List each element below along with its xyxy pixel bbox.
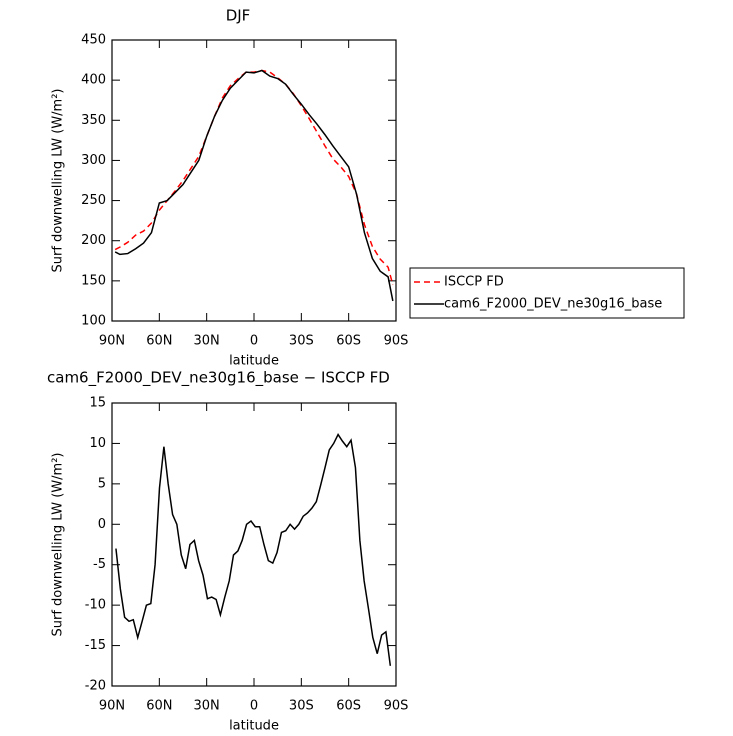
x-tick-label: 30N	[194, 699, 220, 714]
y-tick-label: 400	[81, 73, 106, 88]
y-tick-label: 15	[89, 396, 106, 411]
y-axis-label: Surf downwelling LW (W/m²)	[51, 89, 66, 273]
y-tick-label: 300	[81, 153, 106, 168]
plot-frame	[111, 39, 397, 322]
x-tick-label: 60N	[146, 699, 172, 714]
chart-title: cam6_F2000_DEV_ne30g16_base − ISCCP FD	[47, 369, 390, 388]
x-tick-label: 90S	[384, 699, 409, 714]
x-tick-label: 60S	[336, 334, 361, 349]
y-tick-label: 200	[81, 233, 106, 248]
y-tick-label: 250	[81, 193, 106, 208]
x-tick-label: 90N	[99, 334, 125, 349]
x-axis-label: latitude	[229, 719, 279, 734]
x-tick-label: 90S	[384, 334, 409, 349]
y-tick-label: 100	[81, 314, 106, 329]
y-tick-label: 150	[81, 273, 106, 288]
y-tick-label: -20	[85, 679, 106, 694]
x-tick-label: 60S	[336, 699, 361, 714]
y-tick-label: -5	[93, 557, 106, 572]
data-line	[114, 69, 394, 302]
plot-frame	[111, 402, 397, 687]
x-tick-label: 90N	[99, 699, 125, 714]
chart-title: DJF	[226, 7, 251, 25]
y-axis-label: Surf downwelling LW (W/m²)	[51, 453, 66, 637]
legend-label: cam6_F2000_DEV_ne30g16_base	[444, 297, 662, 312]
x-tick-label: 30N	[194, 334, 220, 349]
y-tick-label: -10	[85, 598, 106, 613]
data-line	[115, 433, 392, 666]
x-tick-label: 0	[250, 334, 258, 349]
x-tick-label: 30S	[289, 334, 314, 349]
x-axis-label: latitude	[229, 354, 279, 369]
data-line	[114, 69, 394, 286]
legend-label: ISCCP FD	[444, 275, 504, 290]
x-tick-label: 0	[250, 699, 258, 714]
legend-box	[409, 267, 685, 319]
x-tick-label: 30S	[289, 699, 314, 714]
y-tick-label: 450	[81, 33, 106, 48]
y-tick-label: -15	[85, 638, 106, 653]
y-tick-label: 350	[81, 113, 106, 128]
x-tick-label: 60N	[146, 334, 172, 349]
y-tick-label: 5	[98, 476, 106, 491]
y-tick-label: 0	[98, 517, 106, 532]
y-tick-label: 10	[89, 436, 106, 451]
